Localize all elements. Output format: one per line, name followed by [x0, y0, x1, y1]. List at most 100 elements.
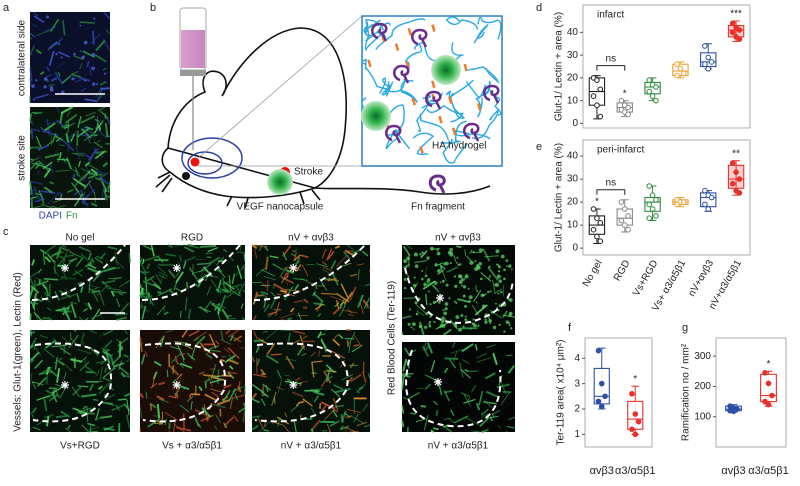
texture: [443, 311, 448, 316]
texture: [462, 285, 467, 289]
micrograph: [140, 330, 245, 432]
texture: [403, 245, 411, 257]
texture: [437, 269, 441, 273]
texture: [495, 249, 500, 254]
data-point: [674, 201, 680, 208]
lesion-marker: [61, 381, 69, 389]
texture: [41, 203, 53, 209]
texture: [144, 255, 159, 262]
data-point: [629, 390, 635, 397]
texture: [363, 297, 370, 309]
texture: [489, 290, 492, 293]
texture: [271, 391, 277, 406]
texture: [35, 30, 50, 37]
texture: [168, 430, 171, 433]
data-point: [649, 93, 656, 99]
texture: [492, 325, 497, 330]
texture: [113, 362, 125, 368]
texture: [91, 52, 96, 57]
texture: [256, 294, 267, 297]
texture: [423, 282, 430, 287]
texture: [322, 266, 333, 272]
texture: [34, 297, 43, 302]
texture: [486, 344, 496, 348]
texture: [485, 390, 500, 399]
texture: [353, 413, 359, 423]
texture: [29, 52, 33, 56]
texture: [251, 392, 258, 400]
texture: [219, 294, 227, 310]
texture: [30, 412, 34, 418]
texture: [42, 250, 46, 265]
data-point: [594, 77, 600, 83]
texture: [209, 378, 224, 384]
texture: [267, 311, 278, 316]
texture: [349, 286, 357, 301]
texture: [472, 250, 475, 253]
texture: [325, 369, 337, 373]
texture: [44, 122, 56, 132]
zoom-lines: [197, 15, 363, 167]
texture: [326, 248, 333, 261]
texture: [497, 424, 502, 430]
panel-label: b: [150, 2, 156, 14]
data-point: [677, 65, 684, 72]
texture: [93, 146, 104, 158]
texture: [464, 249, 467, 257]
texture: [467, 287, 470, 290]
texture: [482, 413, 489, 417]
texture: [190, 400, 193, 411]
texture: [90, 134, 98, 137]
texture: [179, 404, 190, 413]
texture: [46, 244, 57, 253]
texture: [32, 407, 37, 414]
texture: [94, 257, 104, 264]
texture: [139, 304, 149, 312]
x-tick-label: αvβ3: [590, 465, 614, 477]
texture: [283, 292, 296, 297]
texture: [54, 388, 60, 398]
texture: [223, 422, 227, 429]
texture: [427, 278, 431, 282]
texture: [85, 162, 99, 171]
texture: [253, 315, 257, 321]
texture: [433, 320, 436, 324]
texture: [29, 180, 43, 185]
texture: [91, 202, 98, 207]
texture: [89, 347, 100, 356]
texture: [221, 288, 229, 293]
texture: [325, 364, 336, 374]
texture: [426, 280, 429, 283]
texture: [95, 86, 103, 98]
crosslink: [407, 27, 413, 36]
texture: [99, 80, 107, 86]
texture: [82, 152, 93, 160]
data-point: [708, 59, 715, 65]
texture: [428, 324, 432, 328]
texture: [48, 393, 59, 402]
texture: [430, 360, 436, 373]
texture: [412, 322, 416, 327]
texture: [455, 261, 458, 264]
texture: [34, 359, 44, 369]
texture: [70, 168, 77, 172]
texture: [233, 414, 239, 422]
texture: [365, 306, 371, 309]
texture: [231, 394, 245, 400]
texture: [73, 55, 84, 60]
texture: [113, 277, 123, 280]
image-title: nV + α3/α5β1: [428, 441, 489, 452]
texture: [219, 358, 225, 363]
texture: [75, 169, 79, 177]
texture: [60, 106, 74, 114]
texture: [71, 182, 80, 193]
texture: [423, 282, 427, 286]
texture: [335, 255, 347, 267]
lesion-border: [31, 244, 126, 301]
data-point: [594, 102, 600, 109]
texture: [283, 265, 293, 270]
texture: [478, 248, 483, 253]
texture: [89, 32, 102, 45]
texture: [464, 304, 468, 308]
lesion-marker: [289, 381, 298, 389]
